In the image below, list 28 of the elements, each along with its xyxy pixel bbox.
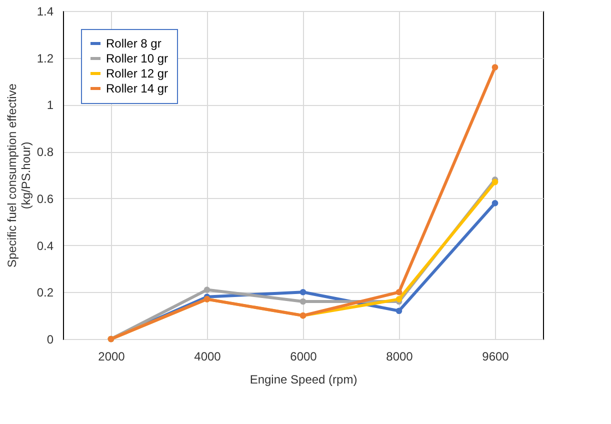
y-tick-label: 0.8 (36, 145, 54, 160)
x-tick-label: 4000 (194, 350, 222, 364)
point (396, 296, 402, 302)
y-tick-label: 0.2 (36, 286, 54, 300)
point (492, 178, 498, 186)
legend-label: Roller 8 gr (106, 36, 162, 50)
legend-label: Roller 10 gr (106, 52, 168, 66)
y-tick-label: 1.2 (36, 51, 54, 66)
y-tick-label: 0.4 (36, 238, 54, 253)
point (492, 64, 498, 70)
legend-label: Roller 14 gr (106, 82, 168, 96)
point (300, 288, 306, 296)
x-axis-title: Engine Speed (rpm) (250, 372, 358, 386)
x-tick-label: 6000 (290, 350, 318, 364)
point (300, 298, 306, 305)
point (396, 308, 402, 314)
x-tick-label: 9600 (482, 350, 510, 364)
y-tick-label: 1.4 (36, 4, 54, 18)
y-tick-label: 0.6 (36, 192, 54, 206)
x-tick-label: 8000 (386, 350, 414, 364)
y-tick-label: 1 (46, 98, 54, 112)
y-tick-label: 0 (46, 332, 54, 346)
y-axis-title: Specific fuel consumption effective (kg/PS.hour) (4, 83, 33, 268)
legend-label: Roller 12 gr (106, 66, 168, 80)
point (204, 286, 210, 293)
x-tick-label: 2000 (98, 350, 126, 364)
point (492, 200, 498, 206)
point (396, 288, 402, 296)
